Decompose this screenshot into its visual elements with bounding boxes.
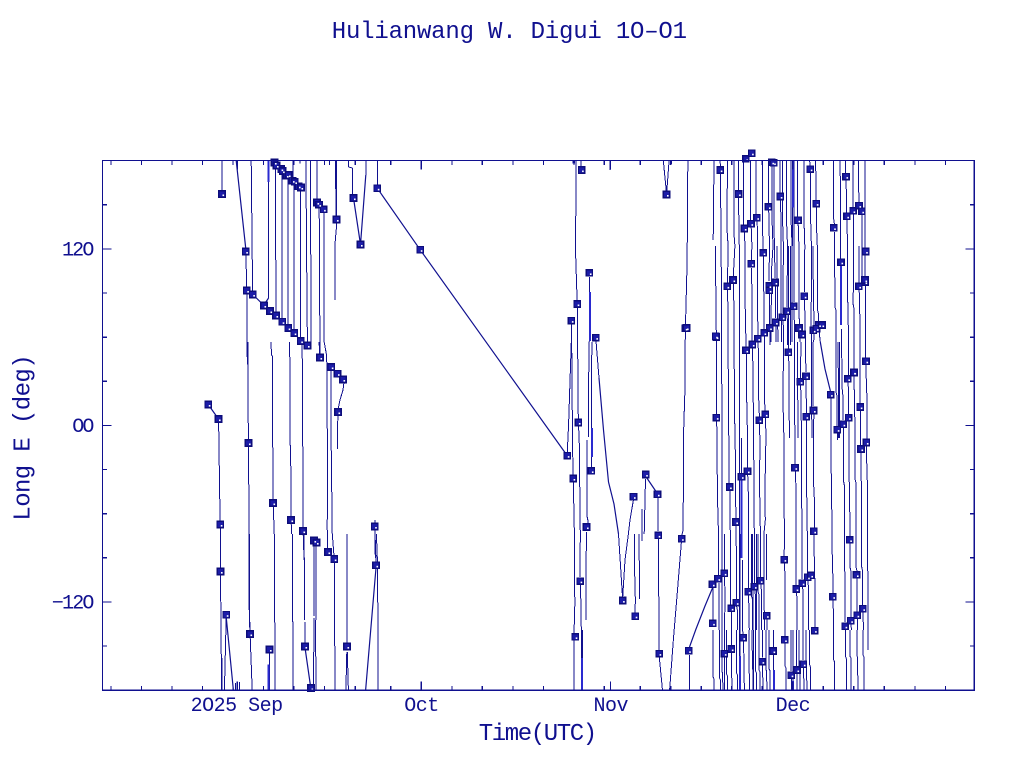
svg-text:OO: OO	[72, 416, 93, 439]
svg-text:12O: 12O	[62, 239, 93, 262]
svg-text:Oct: Oct	[404, 695, 439, 718]
svg-text:Nov: Nov	[593, 695, 628, 718]
svg-text:Dec: Dec	[776, 695, 811, 718]
svg-text:Long E (deg): Long E (deg)	[11, 355, 38, 521]
svg-text:Time(UTC): Time(UTC)	[479, 721, 596, 748]
svg-text:2O25 Sep: 2O25 Sep	[191, 695, 283, 718]
svg-text:Hulianwang W. Digui 1O–O1: Hulianwang W. Digui 1O–O1	[332, 19, 687, 46]
svg-text:−12O: −12O	[52, 593, 93, 616]
